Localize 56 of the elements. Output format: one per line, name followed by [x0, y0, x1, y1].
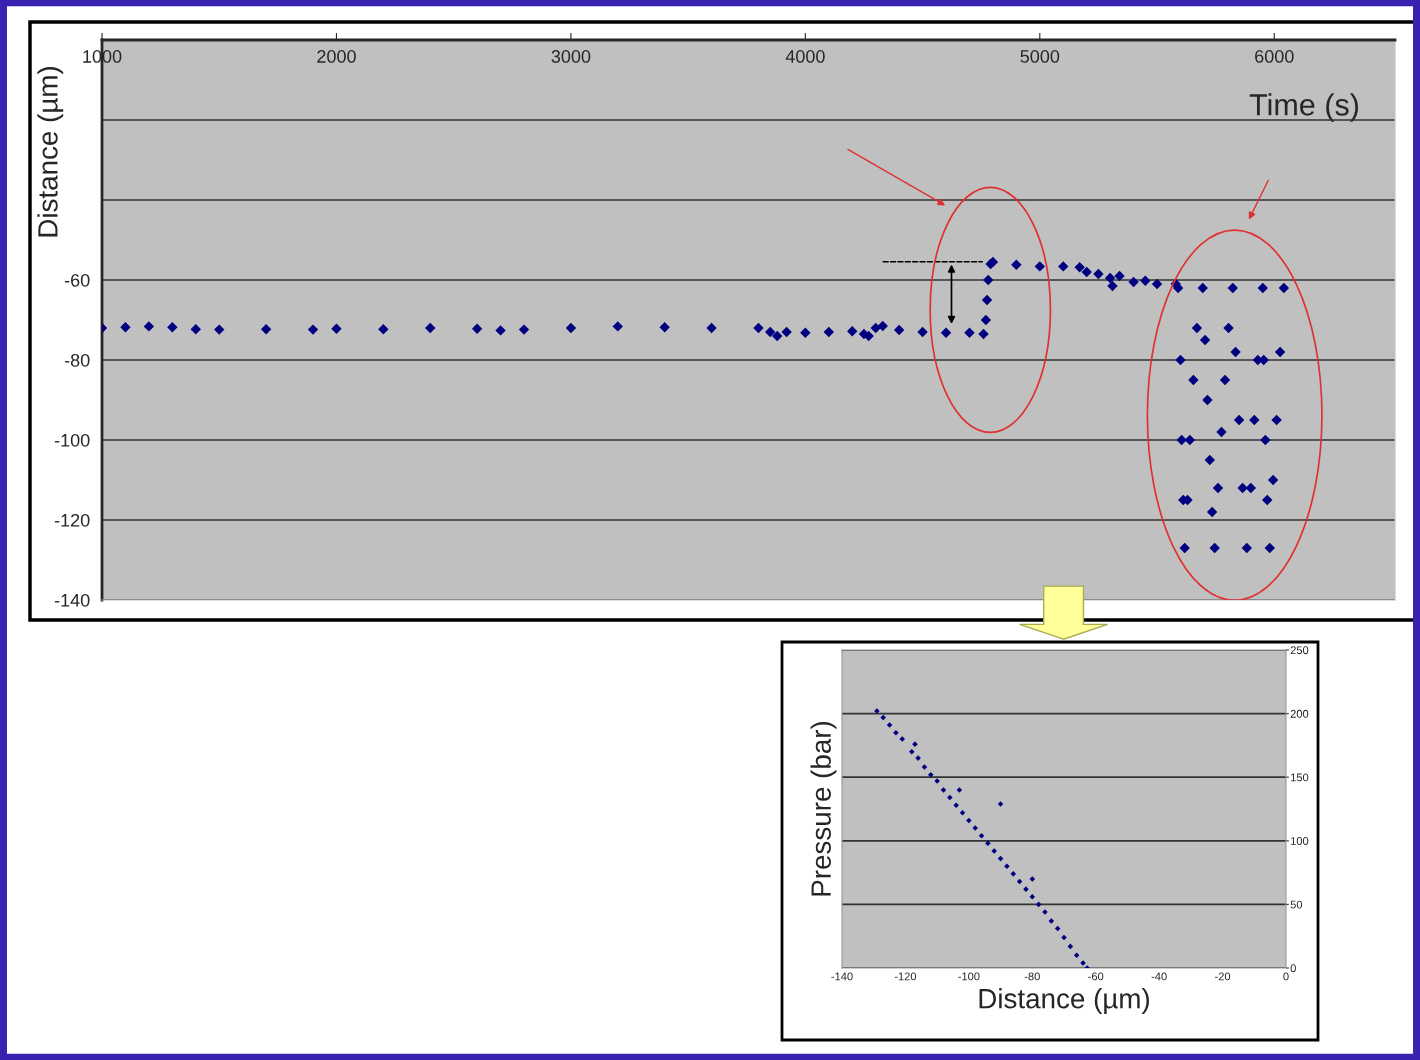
point: [1035, 901, 1042, 908]
x-tick-label: 4000: [785, 50, 825, 63]
y-tick-label: -80: [64, 353, 90, 367]
y-tick-label: -100: [54, 433, 90, 447]
point: [908, 748, 915, 755]
x-axis-title: Distance (µm): [979, 988, 1149, 1014]
x-tick-label: -80: [1024, 972, 1040, 981]
point: [915, 755, 921, 761]
point: [966, 817, 972, 824]
point: [1029, 893, 1036, 900]
x-tick-label: 6000: [1255, 50, 1294, 63]
point: [978, 832, 985, 839]
point: [1061, 934, 1067, 941]
y-tick-label: 0: [1290, 964, 1296, 973]
y-tick-label: -120: [54, 513, 90, 527]
point: [972, 825, 978, 831]
x-tick-label: -40: [1151, 972, 1167, 981]
y-tick-label: -140: [54, 593, 90, 607]
point: [880, 714, 887, 721]
point: [956, 787, 963, 793]
y-tick-label: 150: [1291, 773, 1309, 782]
point: [1004, 863, 1010, 870]
x-tick-label: -100: [958, 972, 980, 981]
x-tick-label: -60: [1088, 972, 1104, 981]
point: [940, 787, 947, 793]
point: [1073, 952, 1080, 959]
point: [1048, 918, 1055, 924]
point: [991, 848, 998, 854]
point: [886, 722, 893, 728]
y-tick-label: -60: [64, 273, 90, 287]
x-tick-label: -140: [831, 972, 853, 981]
y-tick-label: 100: [1291, 837, 1309, 845]
point: [1029, 876, 1036, 882]
point: [928, 771, 934, 778]
point: [1067, 943, 1074, 950]
y-axis-title: Pressure (bar): [810, 721, 837, 896]
point: [899, 736, 906, 742]
point: [953, 802, 959, 808]
point: [1010, 871, 1017, 877]
point: [921, 764, 928, 770]
y-tick-label: 250: [1290, 646, 1309, 655]
x-tick-label: 5000: [1020, 50, 1060, 63]
point: [959, 810, 966, 816]
x-tick-label: 0: [1283, 972, 1289, 981]
x-tick-label: 3000: [551, 50, 591, 63]
point: [985, 840, 991, 847]
x-tick-label: -120: [894, 972, 917, 981]
y-tick-label: 200: [1290, 709, 1309, 718]
y-axis-title: Distance (µm): [37, 67, 64, 237]
point: [997, 801, 1004, 807]
x-axis-title: Time (s): [1249, 93, 1359, 122]
point: [947, 794, 953, 801]
point: [893, 729, 899, 736]
x-tick-label: 2000: [317, 50, 356, 63]
y-tick-label: 50: [1290, 900, 1303, 909]
x-tick-label: -20: [1215, 972, 1231, 981]
